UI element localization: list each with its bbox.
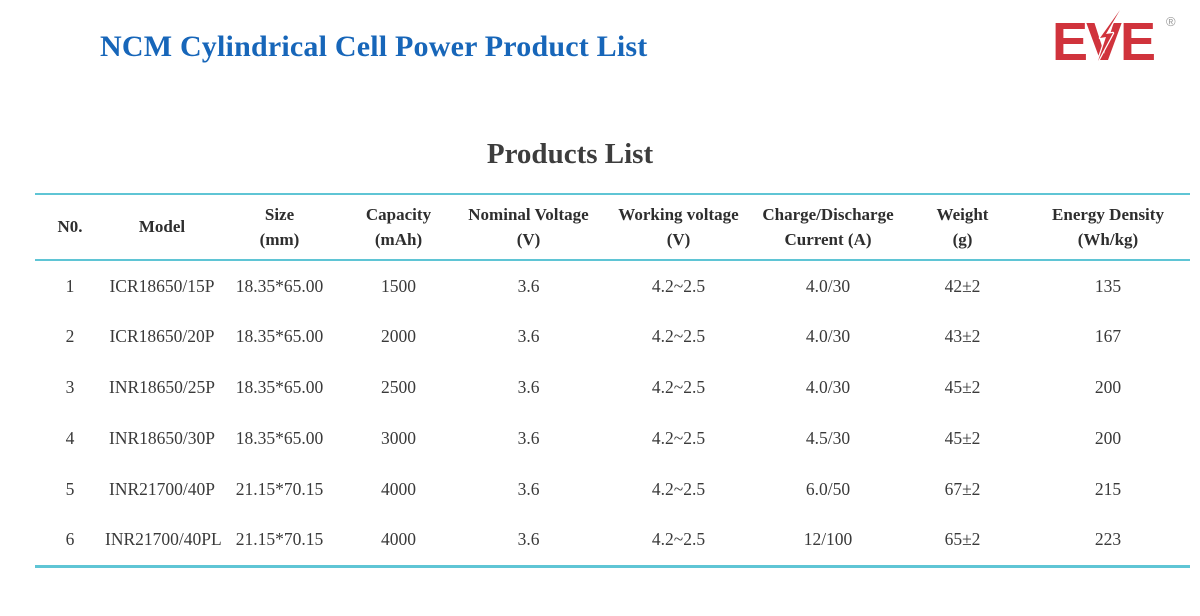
table-row: 6 INR21700/40PL 21.15*70.15 4000 3.6 4.2… <box>35 515 1190 566</box>
cell-working-voltage: 4.2~2.5 <box>651 529 706 550</box>
eve-logo-text: EVE <box>1052 12 1154 70</box>
cell-size: 21.15*70.15 <box>235 479 324 499</box>
cell-size: 18.35*65.00 <box>235 428 324 448</box>
cell-charge-discharge: 12/100 <box>803 529 853 550</box>
column-header-weight: Weight (g) <box>936 204 989 250</box>
column-header-charge-discharge: Charge/Discharge Current (A) <box>762 204 894 250</box>
cell-charge-discharge: 6.0/50 <box>805 479 851 499</box>
table-header: N0. Model Size (mm) Capacity (mAh) Nominal… <box>35 194 1190 260</box>
table-row: 2 ICR18650/20P 18.35*65.00 2000 3.6 4.2~… <box>35 311 1190 362</box>
table-row: 5 INR21700/40P 21.15*70.15 4000 3.6 4.2~… <box>35 464 1190 515</box>
cell-no: 2 <box>65 326 75 346</box>
cell-nominal-voltage: 3.6 <box>517 529 540 550</box>
cell-size: 21.15*70.15 <box>235 529 324 550</box>
cell-weight: 65±2 <box>944 529 981 550</box>
cell-weight: 67±2 <box>944 479 981 499</box>
column-header-nominal-voltage: Nominal Voltage (V) <box>468 204 589 250</box>
cell-model: ICR18650/15P <box>109 275 215 296</box>
cell-no: 6 <box>65 529 75 550</box>
eve-logo: EVE ® <box>1052 8 1192 72</box>
table-body: 1 ICR18650/15P 18.35*65.00 1500 3.6 4.2~… <box>35 260 1190 566</box>
header-row: N0. Model Size (mm) Capacity (mAh) Nominal… <box>35 194 1190 260</box>
cell-energy-density: 200 <box>1094 428 1122 448</box>
cell-no: 5 <box>65 479 75 499</box>
cell-nominal-voltage: 3.6 <box>517 428 540 448</box>
table-row: 1 ICR18650/15P 18.35*65.00 1500 3.6 4.2~… <box>35 260 1190 311</box>
table-row: 4 INR18650/30P 18.35*65.00 3000 3.6 4.2~… <box>35 413 1190 464</box>
cell-model: INR18650/25P <box>109 377 215 397</box>
cell-charge-discharge: 4.5/30 <box>805 428 851 448</box>
cell-weight: 45±2 <box>944 428 981 448</box>
page-title: NCM Cylindrical Cell Power Product List <box>100 30 648 63</box>
column-header-energy-density: Energy Density (Wh/kg) <box>1052 204 1164 250</box>
column-header-no: N0. <box>57 217 83 237</box>
cell-charge-discharge: 4.0/30 <box>805 377 851 397</box>
cell-nominal-voltage: 3.6 <box>517 275 540 296</box>
cell-charge-discharge: 4.0/30 <box>805 326 851 346</box>
cell-size: 18.35*65.00 <box>235 377 324 397</box>
cell-energy-density: 215 <box>1094 479 1122 499</box>
products-table: N0. Model Size (mm) Capacity (mAh) Nominal… <box>35 193 1190 568</box>
cell-capacity: 2500 <box>381 377 416 397</box>
registered-mark: ® <box>1166 14 1176 29</box>
cell-capacity: 1500 <box>381 275 416 296</box>
eve-logo-graphic: EVE ® <box>1052 8 1176 72</box>
cell-model: ICR18650/20P <box>109 326 215 346</box>
cell-model: INR21700/40PL <box>105 529 222 550</box>
cell-model: INR18650/30P <box>109 428 215 448</box>
cell-energy-density: 200 <box>1094 377 1122 397</box>
cell-model: INR21700/40P <box>109 479 215 499</box>
cell-size: 18.35*65.00 <box>235 275 324 296</box>
cell-working-voltage: 4.2~2.5 <box>651 479 706 499</box>
column-header-model: Model <box>138 217 186 237</box>
lightning-bolt-icon <box>1098 10 1120 61</box>
cell-charge-discharge: 4.0/30 <box>805 275 851 296</box>
cell-no: 3 <box>65 377 75 397</box>
cell-working-voltage: 4.2~2.5 <box>651 275 706 296</box>
cell-no: 1 <box>65 275 75 296</box>
cell-working-voltage: 4.2~2.5 <box>651 377 706 397</box>
cell-working-voltage: 4.2~2.5 <box>651 326 706 346</box>
cell-capacity: 3000 <box>381 428 416 448</box>
cell-capacity: 2000 <box>381 326 416 346</box>
cell-weight: 43±2 <box>944 326 981 346</box>
cell-size: 18.35*65.00 <box>235 326 324 346</box>
cell-capacity: 4000 <box>381 529 416 550</box>
column-header-capacity: Capacity (mAh) <box>365 204 432 250</box>
cell-weight: 45±2 <box>944 377 981 397</box>
table-row: 3 INR18650/25P 18.35*65.00 2500 3.6 4.2~… <box>35 362 1190 413</box>
cell-working-voltage: 4.2~2.5 <box>651 428 706 448</box>
cell-capacity: 4000 <box>381 479 416 499</box>
cell-no: 4 <box>65 428 75 448</box>
cell-energy-density: 223 <box>1094 529 1122 550</box>
column-header-working-voltage: Working voltage (V) <box>618 204 739 250</box>
cell-weight: 42±2 <box>944 275 981 296</box>
cell-energy-density: 135 <box>1094 275 1122 296</box>
cell-nominal-voltage: 3.6 <box>517 479 540 499</box>
cell-nominal-voltage: 3.6 <box>517 377 540 397</box>
section-title: Products List <box>486 138 654 170</box>
cell-nominal-voltage: 3.6 <box>517 326 540 346</box>
cell-energy-density: 167 <box>1094 326 1122 346</box>
column-header-size: Size (mm) <box>259 204 300 250</box>
